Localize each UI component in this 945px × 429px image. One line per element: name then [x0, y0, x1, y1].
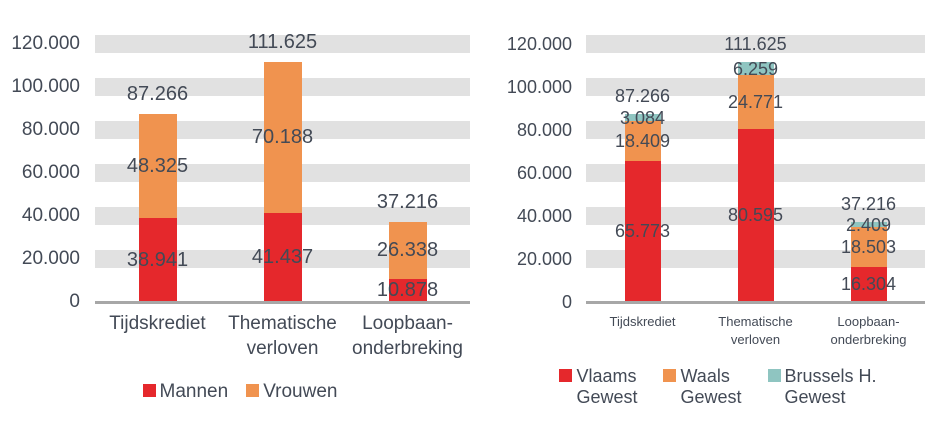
y-tick-label: 60.000: [516, 163, 572, 183]
category-label: Tijdskrediet: [109, 313, 206, 334]
y-tick-label: 120.000: [11, 33, 80, 54]
bar-segment-vlaams-gewest: [850, 266, 887, 302]
bar-segment-mannen: [138, 218, 177, 302]
y-tick-label: 100.000: [506, 77, 572, 97]
value-label: 3.084: [619, 107, 666, 128]
y-tick-label: 40.000: [516, 206, 572, 226]
category-label: Thematische verloven: [228, 313, 337, 359]
legend-swatch: [559, 369, 573, 382]
value-label: 18.503: [840, 237, 897, 258]
value-label: 80.595: [727, 205, 784, 226]
value-label: 65.773: [614, 221, 671, 242]
bar-segment-brussels-h-gewest: [850, 221, 887, 228]
legend-item-vlaams-gewest: Vlaams Gewest: [559, 366, 637, 408]
bar-segment-mannen: [263, 212, 302, 302]
total-label: 37.216: [376, 190, 439, 213]
y-tick-label: 20.000: [21, 248, 80, 269]
category-label: Loopbaan- onderbreking: [830, 314, 907, 347]
y-tick-label: 20.000: [516, 249, 572, 269]
legend-swatch: [142, 384, 156, 397]
total-label: 111.625: [724, 34, 787, 54]
bar-segment-vlaams-gewest: [737, 128, 774, 302]
value-label: 48.325: [126, 155, 189, 178]
value-label: 18.409: [614, 130, 671, 151]
bar-segment-mannen: [388, 278, 427, 302]
gridline-band: [586, 35, 925, 53]
value-label: 24.771: [727, 92, 784, 113]
chart-by-region: 0 20.000 40.000 60.000 80.000 100.000 120.000 6…: [473, 0, 945, 429]
legend-item-vrouwen: Vrouwen: [246, 381, 337, 402]
value-label: 38.941: [126, 249, 189, 272]
legend-swatch: [767, 369, 781, 382]
value-label: 70.188: [251, 126, 314, 149]
legend-item-brussels-h-gewest: Brussels H. Gewest: [767, 366, 877, 408]
legend-label: Vlaams Gewest: [576, 366, 638, 407]
total-label: 87.266: [126, 83, 189, 106]
total-label: 37.216: [840, 193, 897, 214]
x-axis-line: [586, 301, 925, 304]
value-label: 6.259: [732, 58, 779, 79]
category-label: Loopbaan- onderbreking: [352, 313, 463, 359]
chart-by-gender: 0 20.000 40.000 60.000 80.000 100.000 120.000 3…: [0, 0, 472, 429]
bar-segment-waals-gewest: [624, 121, 661, 161]
y-tick-label: 0: [561, 292, 572, 312]
y-tick-label: 120.000: [506, 34, 572, 54]
legend-item-waals-gewest: Waals Gewest: [663, 366, 742, 408]
value-label: 2.409: [845, 214, 892, 235]
bar-segment-vrouwen: [138, 114, 177, 219]
legend-swatch: [246, 384, 260, 397]
value-label: 41.437: [251, 246, 314, 269]
legend-label: Mannen: [159, 381, 229, 402]
total-label: 87.266: [614, 86, 671, 107]
legend-label: Vrouwen: [263, 381, 338, 402]
y-tick-label: 40.000: [21, 205, 80, 226]
y-tick-label: 100.000: [11, 76, 80, 97]
value-label: 26.338: [376, 239, 439, 262]
legend-label: Brussels H. Gewest: [784, 366, 877, 407]
bar-segment-waals-gewest: [850, 227, 887, 267]
total-label: 111.625: [247, 31, 318, 53]
bar-segment-brussels-h-gewest: [737, 62, 774, 76]
legend-label: Waals Gewest: [680, 366, 742, 407]
y-tick-label: 0: [69, 291, 80, 312]
gridline-band: [95, 35, 470, 53]
legend: Mannen Vrouwen: [4, 381, 476, 402]
x-axis-line: [95, 301, 470, 304]
value-label: 10.878: [376, 279, 439, 302]
category-label: Tijdskrediet: [609, 314, 676, 329]
bar-segment-vrouwen: [388, 221, 427, 279]
bar-segment-vrouwen: [263, 62, 302, 213]
value-label: 16.304: [840, 274, 897, 295]
bar-segment-brussels-h-gewest: [624, 114, 661, 121]
y-tick-label: 60.000: [21, 162, 80, 183]
bar-segment-waals-gewest: [737, 75, 774, 129]
y-tick-label: 80.000: [516, 120, 572, 140]
bar-segment-vlaams-gewest: [624, 160, 661, 302]
legend: Vlaams Gewest Waals Gewest Brussels H. Gew…: [482, 366, 945, 408]
y-tick-label: 80.000: [21, 119, 80, 140]
legend-swatch: [663, 369, 677, 382]
category-label: Thematische verloven: [718, 314, 793, 347]
legend-item-mannen: Mannen: [142, 381, 229, 402]
